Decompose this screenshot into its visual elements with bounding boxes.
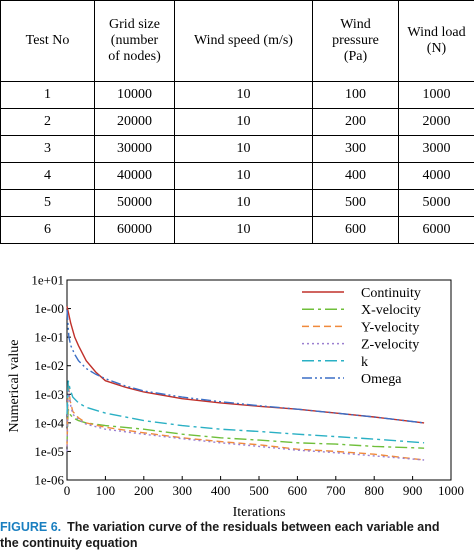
- table-cell: 6000: [398, 216, 474, 244]
- legend-label: Omega: [361, 372, 402, 387]
- x-tick-label: 700: [326, 483, 346, 498]
- table-cell: 10: [174, 81, 313, 109]
- table-row: 4 40000 10 400 4000: [0, 162, 474, 190]
- x-tick-label: 0: [64, 483, 71, 498]
- y-tick-label: 1e-05: [34, 444, 64, 459]
- series-lines: [66, 306, 425, 461]
- header-test-no: Test No: [0, 0, 95, 82]
- series-line-omega: [66, 309, 425, 424]
- series-line-x-velocity: [66, 408, 425, 449]
- header-cell-text: Test No: [25, 33, 70, 48]
- header-wind-pressure: Wind pressure (Pa): [312, 0, 399, 82]
- y-axis-label: Numerical value: [7, 340, 22, 433]
- caption-text-line1: The variation curve of the residuals bet…: [67, 520, 440, 534]
- header-wind-speed: Wind speed (m/s): [174, 0, 313, 82]
- figure-caption: FIGURE 6. The variation curve of the resi…: [0, 519, 474, 557]
- caption-label: FIGURE 6.: [0, 520, 62, 534]
- y-tick-label: 1e-00: [34, 301, 64, 316]
- x-tick-label: 1000: [438, 483, 464, 498]
- table-cell: 10: [174, 216, 313, 244]
- header-cell-text: Wind speed (m/s): [194, 33, 293, 48]
- table-cell: 1000: [398, 81, 474, 109]
- x-tick-label: 800: [364, 483, 384, 498]
- x-tick-label: 500: [249, 483, 269, 498]
- table-cell: 10: [174, 108, 313, 136]
- table-cell: 10: [174, 189, 313, 217]
- caption-line-2: the continuity equation: [0, 535, 474, 551]
- header-cell-text: Wind load (N): [407, 25, 466, 56]
- table-cell: 4000: [398, 162, 474, 190]
- table-row: 1 10000 10 100 1000: [0, 81, 474, 109]
- table-row: 5 50000 10 500 5000: [0, 189, 474, 217]
- table-cell: 20000: [94, 108, 175, 136]
- table-cell: 30000: [94, 135, 175, 163]
- x-tick-label: 300: [172, 483, 192, 498]
- x-tick-label: 900: [403, 483, 423, 498]
- x-tick-label: 400: [211, 483, 231, 498]
- x-tick-label: 200: [134, 483, 154, 498]
- parameters-table: Test No Grid size (number of nodes) Wind…: [0, 0, 474, 244]
- table-cell: 500: [312, 189, 399, 217]
- table-cell: 200: [312, 108, 399, 136]
- y-tick-label: 1e-04: [34, 415, 64, 430]
- table-cell: 5: [0, 189, 95, 217]
- legend-label: Y-velocity: [361, 320, 419, 335]
- y-tick-label: 1e-03: [34, 387, 64, 402]
- x-tick-label: 600: [288, 483, 308, 498]
- table-cell: 10: [174, 162, 313, 190]
- table-cell: 60000: [94, 216, 175, 244]
- caption-text-line2: the continuity equation: [0, 536, 138, 550]
- legend-label: X-velocity: [361, 303, 421, 318]
- table-cell: 50000: [94, 189, 175, 217]
- residuals-chart: Numerical value Iterations 0 100 200 300 400…: [7, 273, 464, 519]
- table-cell: 600: [312, 216, 399, 244]
- table-row: 3 30000 10 300 3000: [0, 135, 474, 163]
- table-cell: 1: [0, 81, 95, 109]
- table-header-row: Test No Grid size (number of nodes) Wind…: [0, 0, 474, 82]
- table-cell: 100: [312, 81, 399, 109]
- header-grid-size: Grid size (number of nodes): [94, 0, 175, 82]
- legend: Continuity X-velocity Y-velocity Z-velocity…: [302, 286, 421, 387]
- legend-label: Z-velocity: [361, 338, 419, 353]
- table-cell: 6: [0, 216, 95, 244]
- x-axis-label: Iterations: [233, 505, 286, 518]
- table-cell: 2: [0, 108, 95, 136]
- header-cell-text: Grid size (number of nodes): [108, 17, 161, 64]
- x-tick-label: 100: [96, 483, 116, 498]
- parameters-table-container: Test No Grid size (number of nodes) Wind…: [0, 0, 474, 244]
- table-cell: 3000: [398, 135, 474, 163]
- legend-label: k: [361, 355, 368, 370]
- table-row: 2 20000 10 200 2000: [0, 108, 474, 136]
- header-wind-load: Wind load (N): [398, 0, 474, 82]
- table-cell: 400: [312, 162, 399, 190]
- series-line-continuity: [66, 306, 425, 424]
- caption-line-1: FIGURE 6. The variation curve of the resi…: [0, 519, 474, 535]
- y-tick-label: 1e-06: [34, 473, 64, 488]
- y-tick-label: 1e-02: [34, 358, 64, 373]
- series-line-z-velocity: [66, 385, 425, 461]
- series-line-y-velocity: [66, 382, 425, 461]
- table-cell: 4: [0, 162, 95, 190]
- table-cell: 2000: [398, 108, 474, 136]
- table-row: 6 60000 10 600 6000: [0, 216, 474, 244]
- table-cell: 10: [174, 135, 313, 163]
- table-cell: 10000: [94, 81, 175, 109]
- series-line-k: [66, 380, 425, 444]
- header-cell-text: Wind pressure (Pa): [332, 17, 379, 64]
- table-cell: 40000: [94, 162, 175, 190]
- y-tick-label: 1e-01: [34, 330, 64, 345]
- table-cell: 5000: [398, 189, 474, 217]
- y-tick-label: 1e+01: [31, 273, 64, 288]
- table-cell: 3: [0, 135, 95, 163]
- table-cell: 300: [312, 135, 399, 163]
- legend-label: Continuity: [361, 286, 421, 301]
- axes: 0 100 200 300 400 500 600 700 800 900 1000 1e-06 1e-…: [31, 273, 464, 499]
